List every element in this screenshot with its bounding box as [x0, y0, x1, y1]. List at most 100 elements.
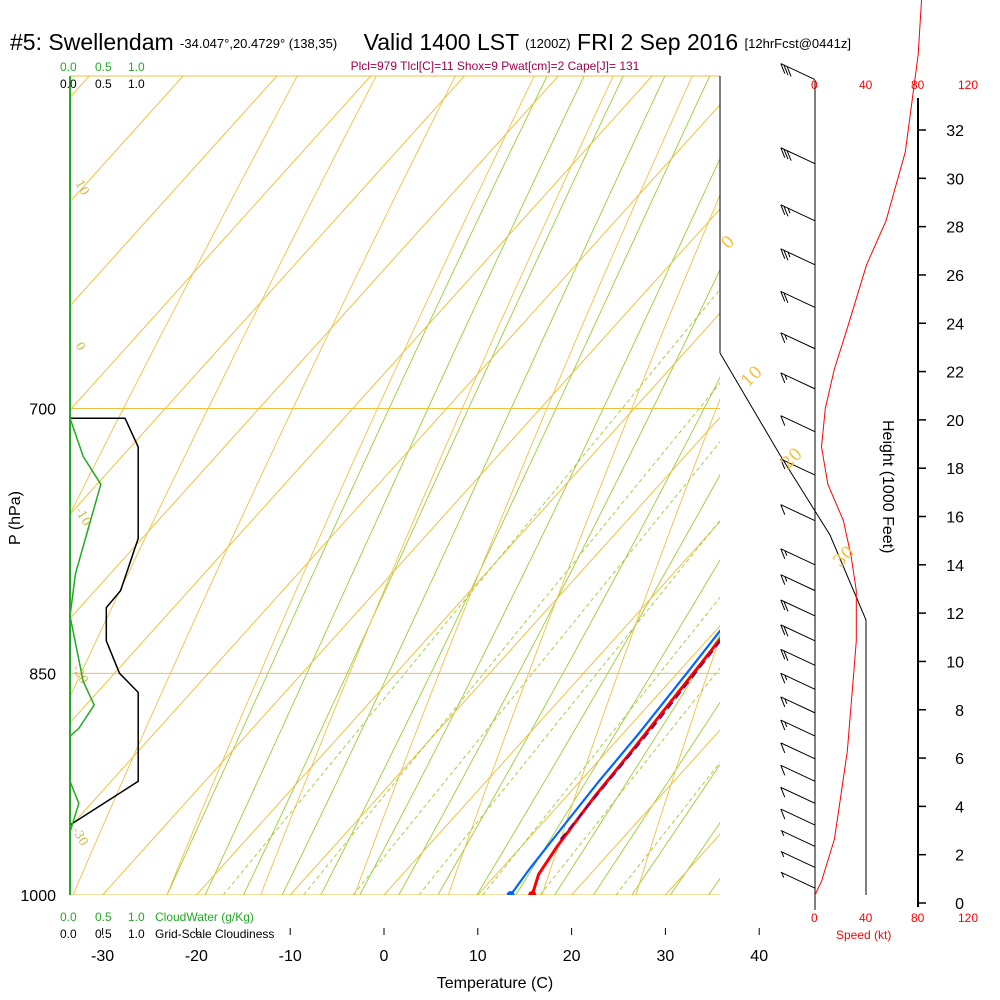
moist-adiabat — [281, 76, 666, 895]
mixing-ratio-label: 2 — [288, 901, 304, 915]
x-tick-label: 10 — [469, 948, 487, 965]
wind-barb-full — [780, 291, 786, 302]
wind-barb — [780, 624, 816, 642]
height-tick-label: 6 — [955, 751, 964, 768]
isotherm-line — [70, 76, 90, 99]
wind-panel — [780, 0, 923, 910]
height-tick-label: 20 — [946, 413, 964, 430]
wind-barb-full — [780, 63, 786, 74]
temperature-surface-point — [528, 891, 537, 895]
moist-adiabats — [166, 0, 1000, 962]
wind-barb-half — [781, 830, 785, 837]
series-layer — [506, 342, 720, 895]
cloud-water-scale-top-0: 0.0 — [60, 60, 77, 74]
wind-barb — [780, 504, 816, 522]
moist-adiabat — [476, 473, 720, 895]
height-tick-label: 30 — [946, 171, 964, 188]
moist-adiabat — [592, 701, 720, 895]
height-tick-label: 26 — [946, 268, 964, 285]
moist-adiabat — [515, 559, 720, 895]
wind-barb-half — [784, 698, 788, 704]
x-tick-label: 40 — [750, 948, 768, 965]
wind-barb-full — [783, 292, 789, 304]
isotherm-label: 0 — [72, 340, 88, 354]
title-utc: (1200Z) — [525, 36, 571, 51]
moist-adiabat — [320, 76, 711, 895]
temperature-line — [530, 636, 720, 895]
height-tick-label: 4 — [955, 799, 964, 816]
isotherm-label-upper: 10 — [737, 362, 766, 391]
wind-barb-full — [780, 372, 786, 384]
wind-barb-full — [780, 504, 786, 515]
dry-adiabat — [166, 76, 535, 895]
wind-barb — [780, 204, 816, 222]
wind-barb-full — [780, 765, 786, 776]
wind-barb — [780, 63, 816, 81]
x-tick-label: -30 — [91, 948, 114, 965]
wind-barb-full — [786, 66, 792, 77]
isotherms — [70, 76, 720, 895]
mixing-ratio-line — [352, 441, 720, 895]
wind-panel-boundary — [719, 352, 867, 895]
wind-barb — [780, 786, 816, 804]
mixing-ratio-label: 5 — [403, 901, 419, 915]
isotherm-label: 10 — [72, 178, 92, 198]
wind-speed-label: Speed (kt) — [836, 928, 891, 942]
title-date: FRI 2 Sep 2016 — [577, 29, 738, 55]
height-tick-label: 18 — [946, 461, 964, 478]
mixing-ratio-line — [222, 288, 720, 895]
wind-barb-full — [780, 719, 786, 731]
wind-barb — [780, 248, 816, 266]
dry-adiabat — [711, 0, 1000, 962]
wind-speed-top-1: 40 — [859, 78, 873, 92]
wind-barb — [780, 147, 816, 165]
wind-barb — [780, 415, 816, 433]
wind-barb-staff — [780, 574, 816, 592]
x-tick-label: -20 — [185, 948, 208, 965]
p-tick-850: 850 — [29, 666, 56, 683]
dry-adiabat — [447, 194, 720, 895]
title-coords: -34.047°,20.4729° (138,35) — [180, 36, 337, 51]
wind-barb — [780, 871, 816, 889]
title-valid: Valid 1400 LST — [364, 29, 520, 55]
wind-speed-bottom: 0 40 80 120 Speed (kt) — [811, 911, 978, 942]
dry-adiabat — [70, 76, 377, 698]
wind-barb-staff — [780, 290, 816, 308]
wind-barb-staff — [780, 458, 816, 476]
isotherm-line — [195, 312, 720, 895]
wind-barb-full — [780, 808, 786, 820]
moist-adiabat — [699, 0, 1000, 962]
cloud-water-scale-bottom-0: 0.0 — [60, 910, 77, 924]
wind-barb-half — [787, 207, 791, 214]
wind-barb — [780, 372, 816, 390]
wind-barb-full — [780, 787, 786, 798]
wind-speed-bottom-3: 120 — [958, 911, 978, 925]
wind-barb-full — [780, 649, 786, 660]
wind-barb-staff — [780, 332, 816, 350]
wind-barb-staff — [780, 719, 816, 737]
wind-speed-line — [814, 0, 923, 896]
cloud-scale-bottom: 0.0 0.5 1.0 CloudWater (g/Kg) 0.0 0.5 1.… — [60, 910, 274, 941]
p-tick-1000: 1000 — [20, 888, 56, 905]
dry-adiabat — [70, 76, 298, 516]
wind-barb-staff — [780, 764, 816, 782]
wind-barb-full — [780, 548, 786, 560]
wind-barb — [780, 332, 816, 350]
wind-speed-top: 0 40 80 120 — [811, 78, 978, 92]
isotherm-line — [289, 416, 720, 895]
axes: 01020302503004005007008501000-30-20-1001… — [20, 232, 858, 965]
wind-barb-half — [784, 675, 788, 681]
cloud-water-scale-bottom-1: 0.5 — [95, 910, 112, 924]
cloudiness-scale-top-2: 1.0 — [128, 77, 145, 91]
wind-barb-staff — [780, 504, 816, 522]
height-tick-label: 22 — [946, 365, 964, 382]
wind-barb-full — [786, 150, 792, 161]
wind-barb-staff — [780, 696, 816, 714]
isotherm-line — [664, 833, 720, 895]
wind-barb-half — [784, 721, 788, 728]
wind-barb-full — [783, 250, 789, 261]
y-axis-label: P (hPa) — [7, 491, 24, 545]
wind-barb-staff — [780, 829, 816, 847]
dry-adiabat — [72, 76, 456, 895]
